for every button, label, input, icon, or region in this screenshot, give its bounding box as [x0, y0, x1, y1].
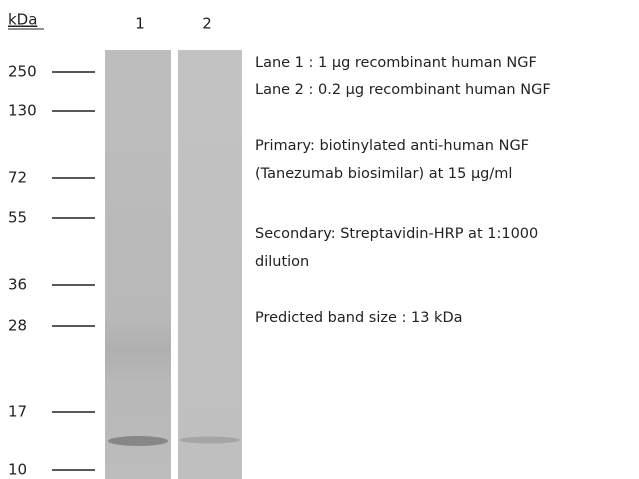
legend-line: Predicted band size : 13 kDa	[255, 310, 463, 326]
lane	[178, 50, 242, 479]
marker-label: 130	[8, 102, 37, 120]
legend-line: Secondary: Streptavidin-HRP at 1:1000	[255, 226, 538, 242]
legend-line: Lane 2 : 0.2 µg recombinant human NGF	[255, 82, 551, 98]
lane	[105, 50, 171, 479]
blot-figure: kDa 1 2 250 130 72 55 36 28 17 10 Lane 1 : 1 µg…	[0, 0, 639, 479]
marker-label: 28	[8, 317, 27, 335]
marker-label: 250	[8, 63, 37, 81]
marker-label: 72	[8, 169, 27, 187]
marker-ladder: 250 130 72 55 36 28 17 10	[8, 63, 95, 479]
lane-label: 1	[135, 15, 145, 33]
band	[180, 437, 240, 444]
legend: Lane 1 : 1 µg recombinant human NGF Lane …	[255, 55, 551, 326]
marker-label: 17	[8, 403, 27, 421]
marker-label: 10	[8, 461, 27, 479]
marker-label: 55	[8, 209, 27, 227]
legend-line: dilution	[255, 254, 309, 270]
legend-line: Lane 1 : 1 µg recombinant human NGF	[255, 55, 537, 71]
axis-label: kDa	[8, 11, 37, 29]
marker-label: 36	[8, 276, 27, 294]
legend-line: (Tanezumab biosimilar) at 15 µg/ml	[255, 166, 512, 182]
band	[108, 436, 168, 446]
legend-line: Primary: biotinylated anti-human NGF	[255, 138, 529, 154]
lane-label: 2	[202, 15, 212, 33]
